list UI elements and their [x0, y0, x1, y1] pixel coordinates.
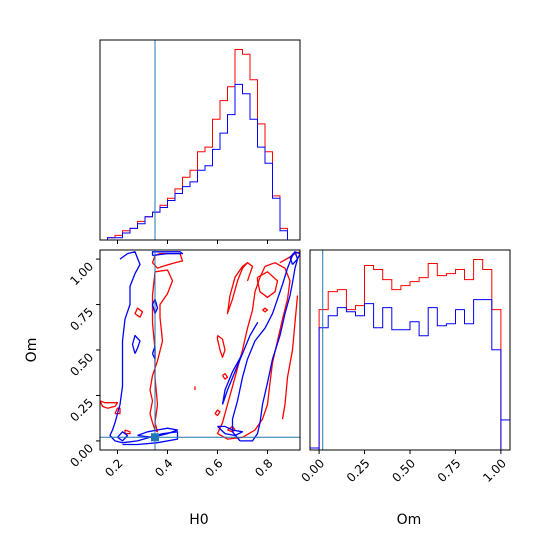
contour-plot-area — [100, 250, 300, 450]
contour-series_a-5 — [114, 407, 121, 415]
contour-xtick-label-1: 0.4 — [152, 456, 175, 479]
x-axis-label-om: Om — [397, 512, 422, 528]
om-histogram-panel: 0.00 0.25 0.50 0.75 1.00 — [298, 249, 511, 485]
contour-series_a-13 — [214, 409, 221, 417]
contour-series_a-4 — [124, 429, 131, 435]
truth-marker — [151, 433, 159, 442]
contour-series_a-3 — [100, 400, 119, 409]
contour-series_b-10 — [289, 251, 300, 265]
contour-series_a-0 — [151, 252, 184, 269]
contour-ytick-label-3: 0.75 — [67, 305, 96, 334]
h0-histogram-panel — [99, 39, 301, 244]
contour-series_b-0 — [109, 251, 179, 446]
contour-ytick-label-4: 1.00 — [67, 259, 96, 288]
contour-series_a-10 — [262, 307, 269, 313]
om-hist-xtick-label-4: 1.00 — [480, 456, 509, 485]
x-axis-label-h0: H0 — [189, 512, 208, 528]
om-hist-series_a — [318, 259, 502, 450]
contour-series_a-7 — [216, 262, 291, 440]
h0-hist-series_a — [100, 49, 295, 241]
contour-ytick-label-0: 0.00 — [67, 441, 96, 470]
contour-series_b-3 — [131, 334, 141, 354]
om-hist-frame — [309, 249, 511, 451]
y-axis-label-om: Om — [24, 338, 40, 363]
contour-series_a-12 — [221, 372, 229, 380]
h0-om-contour-panel: 0.2 0.4 0.6 0.8 0.00 0.25 0.50 0.75 1.00 — [67, 249, 301, 480]
om-hist-xtick-label-1: 0.25 — [344, 456, 373, 485]
contour-xtick-label-0: 0.2 — [102, 456, 125, 479]
contour-xtick-label-2: 0.6 — [202, 456, 225, 479]
contour-frame — [99, 249, 301, 451]
om-hist-xtick-label-2: 0.50 — [389, 456, 418, 485]
contour-series_a-8 — [256, 271, 279, 298]
contour-ytick-label-2: 0.50 — [67, 350, 96, 379]
contour-series_a-16 — [281, 295, 299, 420]
contour-xtick-label-3: 0.8 — [252, 456, 275, 479]
h0-hist-series_b — [100, 83, 295, 241]
contour-series_a-9 — [226, 262, 254, 315]
om-hist-series_b — [318, 299, 502, 450]
contour-series_b-1 — [151, 251, 184, 257]
om-hist-xtick-label-3: 0.75 — [435, 456, 464, 485]
om-hist-xtick-label-0: 0.00 — [298, 456, 327, 485]
contour-ytick-label-1: 0.25 — [67, 396, 96, 425]
contour-series_a-2 — [134, 307, 144, 318]
contour-series_a-11 — [216, 334, 226, 358]
h0-hist-frame — [99, 39, 301, 241]
contour-series_b-7 — [221, 322, 259, 405]
contour-series_b-8 — [217, 425, 244, 437]
contour-series_b-5 — [117, 431, 129, 442]
